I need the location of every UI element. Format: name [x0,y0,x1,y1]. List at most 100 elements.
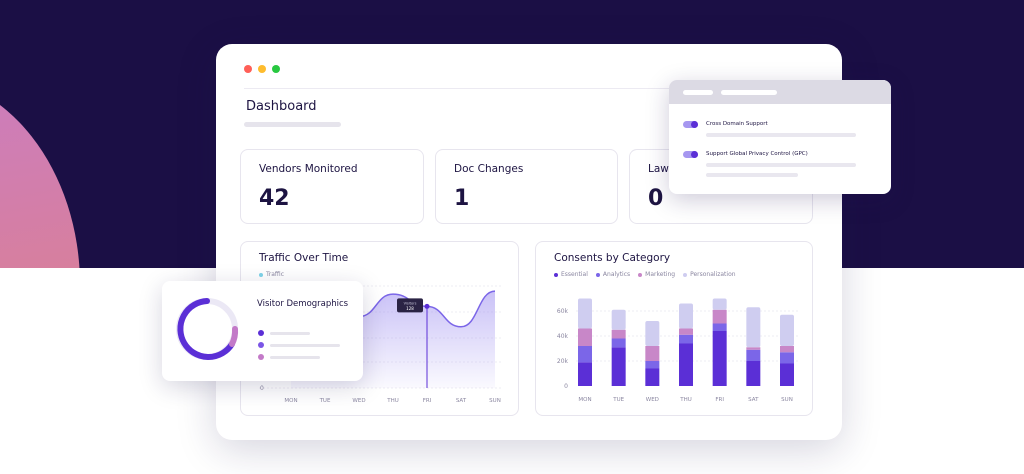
legend-label: Personalization [690,271,736,278]
consents-chart-card: Consents by Category Essential Analytics M… [535,241,813,416]
bar-segment-analytics[interactable] [611,338,626,348]
chart-title: Consents by Category [554,252,671,264]
maximize-window-dot[interactable] [272,65,280,73]
y-tick-label: 60k [557,308,569,315]
placeholder-line [270,331,310,335]
bar-segment-personalization[interactable] [679,303,693,329]
traffic-legend: Traffic [259,271,284,278]
x-tick-label: TUE [319,398,331,404]
gpc-toggle[interactable] [683,151,698,158]
stat-value: 42 [259,186,290,211]
legend-swatch [638,272,643,277]
title-placeholder-bar [244,122,341,127]
stat-label: Laws [648,163,675,175]
x-tick-label: SUN [489,398,501,404]
stat-card-vendors[interactable]: Vendors Monitored 42 [240,149,424,224]
bar-segment-personalization[interactable] [746,307,761,348]
bar-segment-essential[interactable] [611,347,626,386]
x-tick-label: THU [386,398,399,404]
x-tick-label: FRI [423,398,432,404]
x-tick-label: FRI [715,397,724,403]
bar-segment-analytics[interactable] [679,334,693,344]
bar-segment-marketing[interactable] [611,329,626,339]
legend-label: Traffic [266,271,285,278]
legend-dot [258,330,264,336]
legend-item: Personalization [683,271,736,278]
placeholder-line [270,343,340,347]
cross-domain-label: Cross Domain Support [706,121,768,127]
bar-segment-personalization[interactable] [645,321,660,346]
x-tick-label: SAT [748,397,759,403]
bar-segment-analytics[interactable] [746,349,761,361]
demographics-donut [176,298,239,360]
x-tick-label: WED [646,397,659,403]
stat-label: Vendors Monitored [259,163,358,175]
legend-swatch [554,272,558,277]
donut-segment-secondary [229,326,239,347]
stat-value: 0 [648,186,664,211]
popup-header [669,80,891,104]
traffic-point[interactable] [424,303,430,309]
demographics-row [258,342,340,348]
bar-segment-essential[interactable] [712,331,727,386]
bar-segment-marketing[interactable] [712,309,727,324]
settings-popup: Cross Domain Support Support Global Priv… [669,80,891,194]
legend-item: Analytics [595,271,631,278]
chart-title: Traffic Over Time [259,252,349,264]
y-tick-label: 0 [260,385,264,392]
bar-segment-marketing[interactable] [746,347,761,350]
bar-segment-marketing[interactable] [679,328,693,335]
bar-segment-analytics[interactable] [578,346,592,363]
minimize-window-dot[interactable] [258,65,266,73]
demographics-title: Visitor Demographics [257,299,349,309]
legend-dot [258,354,264,360]
y-tick-label: 20k [557,358,569,365]
legend-swatch [595,272,600,277]
tooltip-value: 128 [406,306,414,311]
bar-segment-essential[interactable] [679,343,693,387]
popup-header-bar [721,90,777,95]
page-title: Dashboard [246,99,317,114]
bar-segment-marketing[interactable] [578,328,592,347]
bar-segment-essential[interactable] [746,361,761,386]
x-tick-label: TUE [612,397,624,403]
bar-segment-marketing[interactable] [645,346,660,361]
legend-swatch [259,272,263,277]
decorative-arc [0,75,80,268]
y-tick-label: 40k [557,333,569,340]
placeholder-line [706,133,856,137]
stat-label: Doc Changes [454,163,524,175]
bar-segment-essential[interactable] [578,362,592,386]
cross-domain-toggle[interactable] [683,121,698,128]
window-controls [244,65,280,73]
x-tick-label: MON [578,397,591,403]
placeholder-line [270,355,320,359]
bar-segment-analytics[interactable] [780,352,794,364]
gpc-label: Support Global Privacy Control (GPC) [706,151,808,157]
legend-label: Essential [561,271,588,278]
x-tick-label: SAT [456,398,467,404]
bar-segment-personalization[interactable] [712,298,727,310]
bar-segment-essential[interactable] [645,368,660,387]
x-tick-label: THU [679,397,692,403]
bar-segment-essential[interactable] [780,363,794,387]
legend-swatch [683,272,688,277]
legend-item: Traffic [259,271,284,278]
bar-segment-analytics[interactable] [712,323,727,332]
demographics-row [258,354,320,360]
close-window-dot[interactable] [244,65,252,73]
legend-dot [258,342,264,348]
legend-label: Analytics [602,271,631,278]
bar-segment-marketing[interactable] [780,346,794,353]
x-tick-label: MON [284,398,297,404]
bar-segment-personalization[interactable] [611,309,626,330]
x-tick-label: SUN [781,397,793,403]
tooltip-box [397,298,423,313]
window-divider [244,88,814,89]
bar-segment-personalization[interactable] [780,314,794,346]
legend-item: Marketing [638,271,675,278]
bar-segment-personalization[interactable] [578,298,592,329]
stat-card-doc-changes[interactable]: Doc Changes 1 [435,149,618,224]
bar-segment-analytics[interactable] [645,361,660,369]
donut-segment-primary [177,298,235,360]
